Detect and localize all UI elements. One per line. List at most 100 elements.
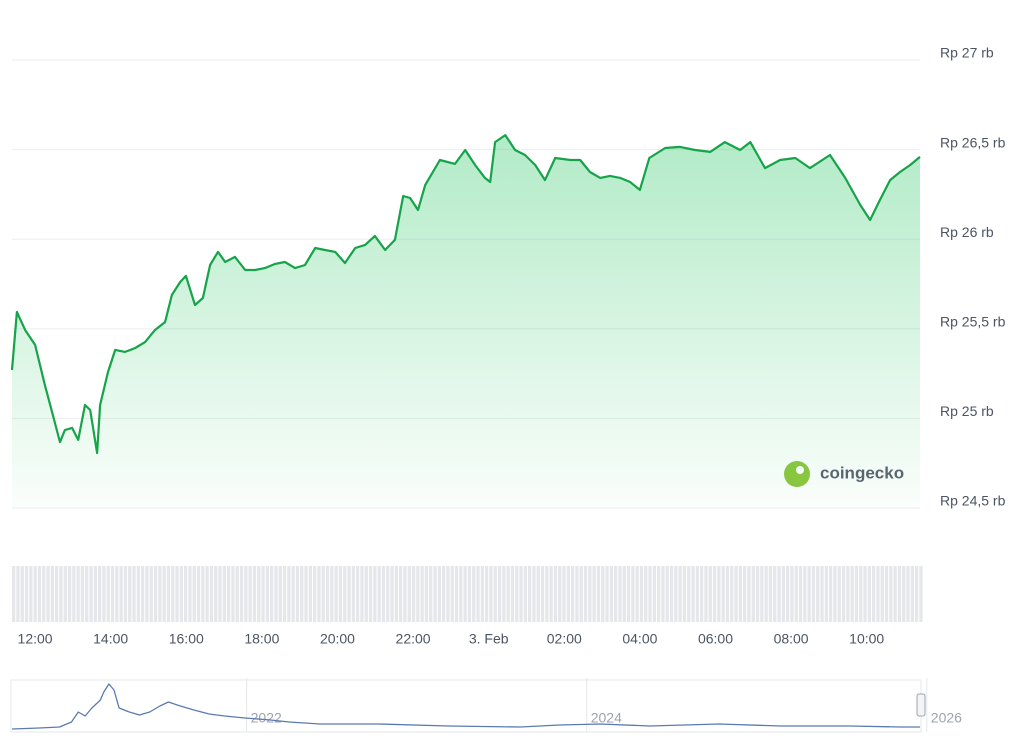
volume-bar [743,566,747,622]
volume-bar [850,566,854,622]
volume-bar [420,566,424,622]
x-tick-label: 14:00 [93,631,128,647]
volume-bar [175,566,179,622]
volume-bar [373,566,377,622]
volume-bar [480,566,484,622]
volume-bar [506,566,510,622]
navigator-handle[interactable] [916,693,926,717]
volume-bar [46,566,50,622]
volume-bar [915,566,919,622]
volume-bar [407,566,411,622]
volume-bars [12,566,923,622]
volume-bar [12,566,16,622]
x-tick-label: 12:00 [18,631,53,647]
volume-bar [119,566,123,622]
x-tick-label: 2022 [251,710,282,726]
volume-bar [717,566,721,622]
volume-bar [876,566,880,622]
volume-bar [476,566,480,622]
volume-bar [540,566,545,622]
volume-bar [558,566,562,622]
volume-bar [330,566,334,622]
volume-bar [755,566,760,622]
volume-bar [523,566,527,622]
volume-bar [467,566,472,622]
volume-bar [708,566,712,622]
volume-bar [300,566,304,622]
volume-bar [201,566,205,622]
volume-bar [639,566,644,622]
volume-bar [601,566,605,622]
volume-bar [592,566,596,622]
volume-bar [859,566,863,622]
volume-bar [631,566,635,622]
volume-bar [338,566,343,622]
volume-bar [553,566,558,622]
volume-bar [55,566,59,622]
volume-bar [295,566,300,622]
volume-bar [811,566,816,622]
price-line [10,134,921,455]
volume-bar [442,566,446,622]
volume-bar [123,566,128,622]
volume-bar [162,566,166,622]
volume-bar [910,566,914,622]
volume-bar [515,566,519,622]
volume-bar [872,566,876,622]
volume-bar [205,566,209,622]
volume-bar [734,566,738,622]
volume-bar [657,566,661,622]
volume-bar [16,566,20,622]
volume-bar [209,566,214,622]
volume-bar [356,566,360,622]
volume-bar [184,566,188,622]
x-tick-label: 2026 [931,710,962,726]
volume-bar [429,566,433,622]
volume-bar [661,566,665,622]
volume-bar [820,566,824,622]
volume-bar [218,566,222,622]
volume-bar [308,566,312,622]
volume-bar [50,566,54,622]
volume-bar [278,566,282,622]
volume-bar [149,566,153,622]
volume-bar [450,566,454,622]
x-tick-label: 18:00 [244,631,279,647]
volume-bar [700,566,704,622]
x-tick-label: 20:00 [320,631,355,647]
volume-bar [343,566,347,622]
volume-bar [399,566,403,622]
x-tick-label: 16:00 [169,631,204,647]
volume-bar [588,566,592,622]
volume-bar [472,566,476,622]
volume-bar [549,566,553,622]
volume-bar [682,566,687,622]
volume-bar [648,566,652,622]
volume-bar [141,566,145,622]
volume-bar [510,566,515,622]
volume-bar [919,566,923,622]
volume-bar [381,566,386,622]
volume-bar [725,566,730,622]
volume-bar [360,566,364,622]
volume-bar [110,566,115,622]
volume-bar [368,566,373,622]
y-tick-label: Rp 26,5 rb [940,134,1006,150]
volume-bar [691,566,695,622]
volume-bar [282,566,287,622]
volume-bar [773,566,777,622]
volume-bar [72,566,76,622]
volume-bar [571,566,575,622]
volume-bar [403,566,407,622]
volume-bar [829,566,833,622]
volume-bar [196,566,201,622]
volume-bar [906,566,910,622]
volume-bar [816,566,820,622]
volume-bar [493,566,497,622]
volume-bar [63,566,67,622]
volume-bar [897,566,902,622]
volume-bar [364,566,368,622]
volume-bar [33,566,37,622]
volume-bar [712,566,717,622]
